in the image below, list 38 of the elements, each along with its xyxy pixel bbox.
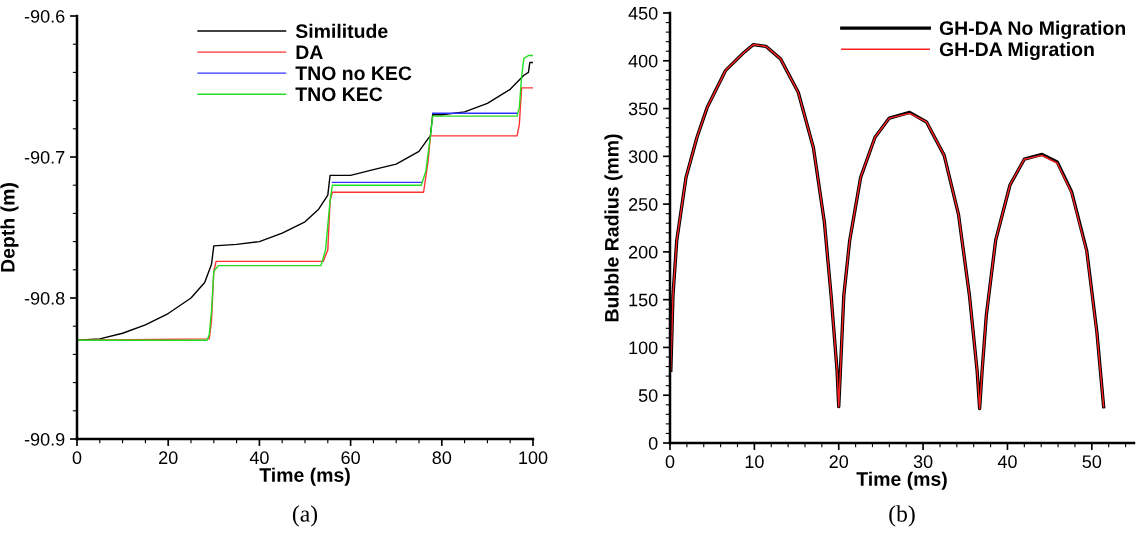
legend-label: TNO no KEC [295, 66, 412, 81]
legend-label: GH-DA No Migration [939, 20, 1126, 39]
y-tick-label: -90.7 [24, 150, 65, 164]
x-tick-label: 0 [72, 451, 82, 465]
x-tick-label: 20 [159, 451, 178, 465]
x-tick-label: 30 [913, 455, 933, 469]
legend-label: Similitude [295, 23, 388, 39]
y-tick-label: 0 [648, 436, 658, 450]
y-axis-title: Depth (m) [0, 183, 19, 272]
y-tick-label: 100 [629, 341, 658, 355]
y-tick-label: 150 [629, 293, 658, 307]
text: (b) [889, 505, 915, 527]
x-axis-title: Time (ms) [856, 471, 947, 490]
y-axis-title: Bubble Radius (mm) [604, 134, 623, 322]
y-tick-label: 350 [628, 102, 658, 116]
y-tick-label: 450 [628, 6, 658, 20]
y-tick-label: 200 [628, 245, 658, 259]
x-tick-label: 0 [665, 455, 675, 469]
y-tick-label: 250 [628, 198, 658, 211]
x-tick-label: 60 [341, 451, 360, 465]
x-tick-label: 100 [519, 451, 548, 465]
legend-label: TNO KEC [295, 87, 383, 102]
y-tick-label: 50 [638, 389, 658, 402]
y-tick-label: -90.8 [24, 291, 65, 305]
x-tick-label: 80 [432, 451, 452, 465]
legend-label: DA [296, 45, 323, 59]
x-tick-label: 40 [997, 455, 1017, 469]
x-tick-label: 40 [249, 451, 269, 465]
y-tick-label: -90.9 [24, 432, 65, 446]
legend-label: GH-DA Migration [939, 41, 1094, 61]
x-tick-label: 50 [1082, 455, 1102, 469]
x-tick-label: 20 [829, 455, 849, 469]
text: (a) [292, 505, 318, 527]
x-tick-label: 10 [745, 455, 764, 469]
y-tick-label: -90.6 [24, 9, 65, 23]
x-axis-title: Time (ms) [259, 467, 350, 486]
y-tick-label: 400 [628, 54, 658, 68]
y-tick-label: 300 [628, 150, 658, 164]
